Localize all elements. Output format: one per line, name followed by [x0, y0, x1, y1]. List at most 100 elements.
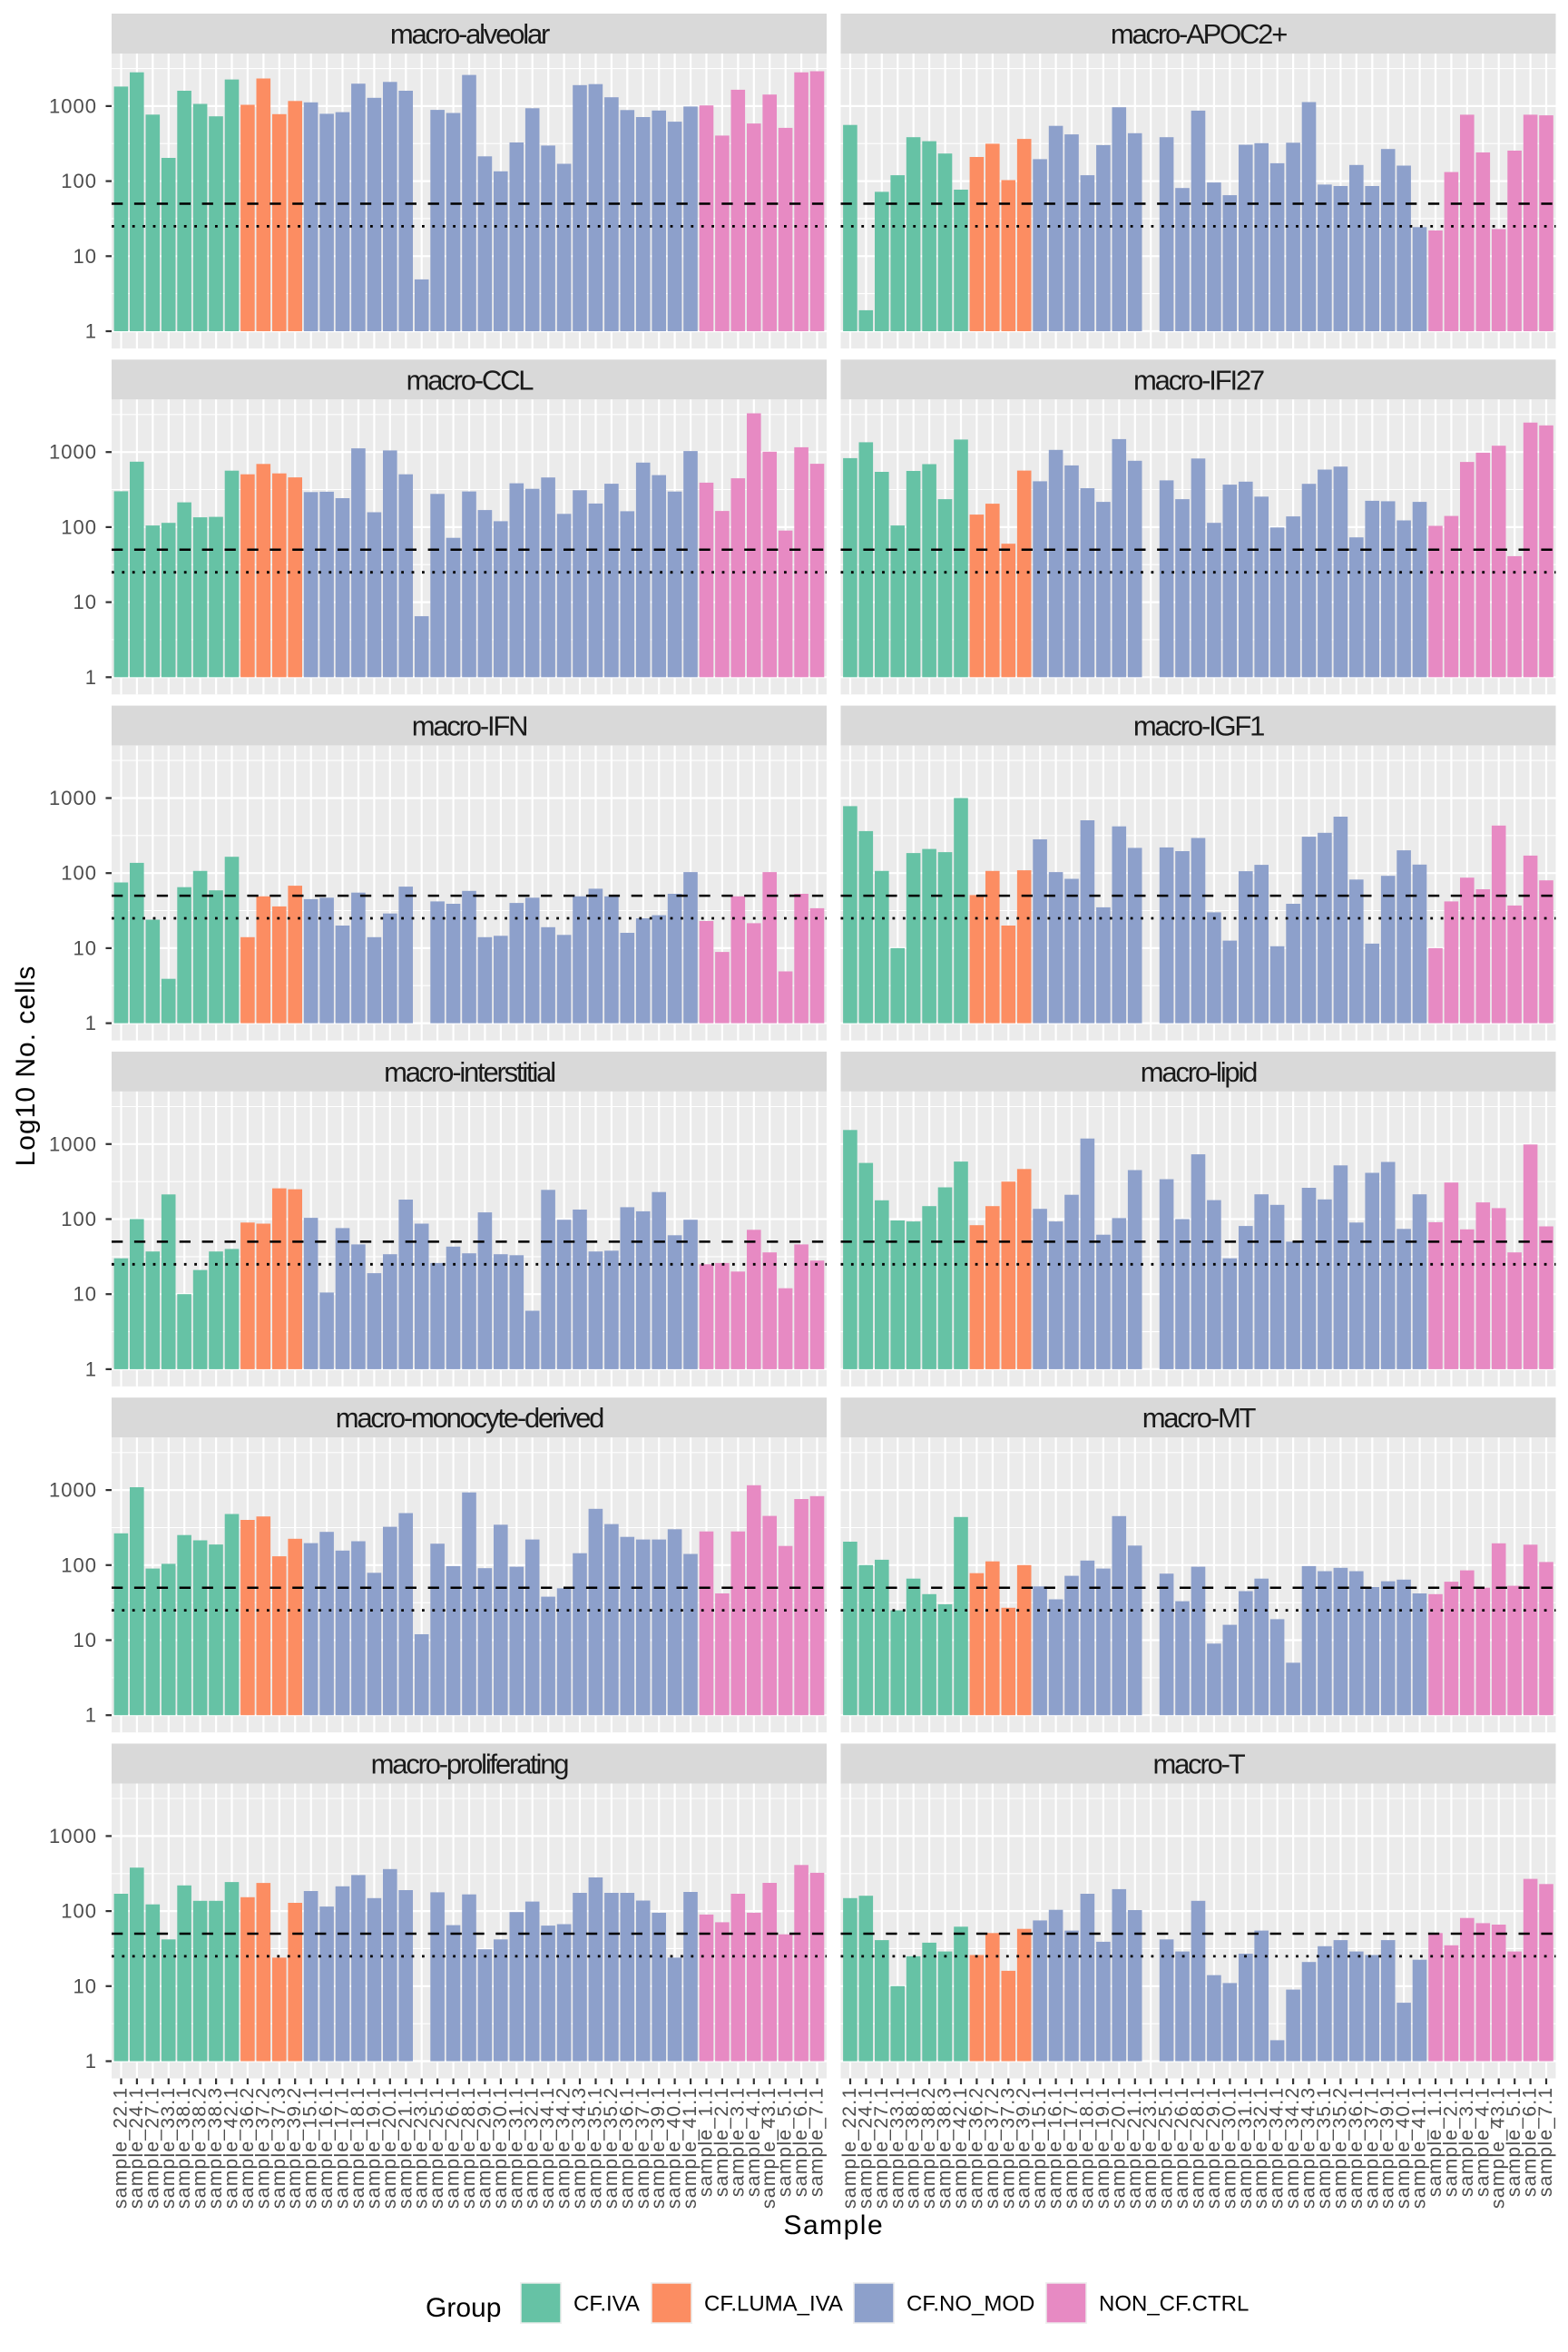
svg-text:sample_28.1: sample_28.1 — [458, 2087, 479, 2210]
svg-text:macro-lipid: macro-lipid — [1141, 1056, 1257, 1088]
svg-text:sample_42.1: sample_42.1 — [950, 2087, 971, 2210]
svg-text:sample_39.2: sample_39.2 — [284, 2087, 305, 2210]
svg-text:sample_41.1: sample_41.1 — [680, 2087, 701, 2210]
svg-text:sample_29.1: sample_29.1 — [1203, 2087, 1224, 2210]
svg-text:sample_37.2: sample_37.2 — [982, 2087, 1003, 2210]
svg-text:Sample: Sample — [783, 2210, 884, 2240]
svg-text:sample_16.1: sample_16.1 — [316, 2087, 337, 2210]
svg-text:macro-T: macro-T — [1153, 1749, 1246, 1780]
svg-text:1000: 1000 — [49, 441, 97, 464]
svg-text:sample_31.1: sample_31.1 — [505, 2087, 526, 2210]
svg-text:sample_23.1: sample_23.1 — [1140, 2087, 1161, 2210]
svg-text:1000: 1000 — [49, 1479, 97, 1502]
svg-text:sample_31.1: sample_31.1 — [1235, 2087, 1256, 2210]
svg-text:sample_25.1: sample_25.1 — [426, 2087, 447, 2210]
svg-text:sample_34.3: sample_34.3 — [1298, 2087, 1319, 2210]
svg-text:sample_37.3: sample_37.3 — [269, 2087, 289, 2210]
svg-text:1000: 1000 — [49, 787, 97, 809]
svg-text:sample_35.2: sample_35.2 — [1329, 2087, 1350, 2210]
svg-text:sample_22.1: sample_22.1 — [839, 2087, 860, 2210]
svg-text:sample_35.1: sample_35.1 — [585, 2087, 606, 2210]
svg-text:Group: Group — [426, 2293, 501, 2323]
svg-text:sample_19.1: sample_19.1 — [363, 2087, 384, 2210]
svg-text:sample_5.1: sample_5.1 — [1504, 2087, 1524, 2198]
svg-text:macro-alveolar: macro-alveolar — [390, 18, 550, 50]
svg-text:macro-interstitial: macro-interstitial — [384, 1056, 554, 1088]
svg-text:10: 10 — [74, 245, 97, 268]
svg-text:sample_34.3: sample_34.3 — [569, 2087, 590, 2210]
svg-text:sample_38.2: sample_38.2 — [190, 2087, 211, 2210]
svg-text:sample_36.1: sample_36.1 — [616, 2087, 637, 2210]
svg-text:1000: 1000 — [49, 1132, 97, 1155]
svg-text:10: 10 — [74, 936, 97, 959]
svg-text:sample_37.2: sample_37.2 — [252, 2087, 273, 2210]
svg-text:sample_33.1: sample_33.1 — [158, 2087, 179, 2210]
svg-text:sample_27.1: sample_27.1 — [142, 2087, 162, 2210]
svg-text:sample_34.2: sample_34.2 — [554, 2087, 574, 2210]
svg-text:1: 1 — [85, 1704, 97, 1727]
svg-text:1: 1 — [85, 2050, 97, 2073]
svg-text:100: 100 — [61, 1553, 97, 1576]
svg-text:sample_36.2: sample_36.2 — [237, 2087, 258, 2210]
svg-text:sample_43.1: sample_43.1 — [759, 2087, 779, 2210]
svg-text:sample_17.1: sample_17.1 — [1061, 2087, 1082, 2210]
svg-text:sample_21.1: sample_21.1 — [1124, 2087, 1145, 2210]
svg-text:sample_4.1: sample_4.1 — [743, 2087, 764, 2198]
svg-text:macro-APOC2+: macro-APOC2+ — [1111, 18, 1287, 50]
svg-text:sample_35.1: sample_35.1 — [1314, 2087, 1335, 2210]
svg-text:sample_26.1: sample_26.1 — [1171, 2087, 1192, 2210]
svg-text:sample_43.1: sample_43.1 — [1488, 2087, 1509, 2210]
svg-text:10: 10 — [74, 591, 97, 613]
svg-text:macro-IFI27: macro-IFI27 — [1133, 364, 1264, 396]
svg-text:sample_33.1: sample_33.1 — [887, 2087, 907, 2210]
svg-text:sample_36.1: sample_36.1 — [1346, 2087, 1367, 2210]
svg-text:10: 10 — [74, 1629, 97, 1651]
svg-text:sample_21.1: sample_21.1 — [395, 2087, 416, 2210]
svg-text:sample_25.1: sample_25.1 — [1156, 2087, 1177, 2210]
svg-text:1000: 1000 — [49, 1825, 97, 1847]
svg-text:sample_37.1: sample_37.1 — [1361, 2087, 1382, 2210]
svg-text:sample_34.1: sample_34.1 — [1267, 2087, 1288, 2210]
svg-text:sample_7.1: sample_7.1 — [807, 2087, 828, 2198]
svg-text:CF.NO_MOD: CF.NO_MOD — [906, 2292, 1034, 2317]
svg-text:sample_19.1: sample_19.1 — [1093, 2087, 1113, 2210]
svg-text:macro-monocyte-derived: macro-monocyte-derived — [336, 1402, 603, 1434]
svg-text:sample_40.1: sample_40.1 — [664, 2087, 685, 2210]
svg-text:100: 100 — [61, 1900, 97, 1923]
svg-text:CF.IVA: CF.IVA — [573, 2292, 640, 2317]
svg-text:sample_27.1: sample_27.1 — [871, 2087, 892, 2210]
svg-text:sample_2.1: sample_2.1 — [711, 2087, 732, 2198]
svg-text:sample_38.1: sample_38.1 — [903, 2087, 924, 2210]
svg-text:sample_39.2: sample_39.2 — [1014, 2087, 1034, 2210]
svg-text:10: 10 — [74, 1283, 97, 1306]
svg-text:1: 1 — [85, 320, 97, 343]
svg-text:sample_3.1: sample_3.1 — [1456, 2087, 1477, 2198]
svg-text:1: 1 — [85, 666, 97, 689]
svg-text:100: 100 — [61, 1208, 97, 1230]
svg-text:sample_28.1: sample_28.1 — [1188, 2087, 1209, 2210]
svg-text:sample_6.1: sample_6.1 — [790, 2087, 811, 2198]
svg-text:Log10 No. cells: Log10 No. cells — [11, 965, 41, 1167]
svg-text:sample_38.1: sample_38.1 — [173, 2087, 194, 2210]
svg-text:sample_20.1: sample_20.1 — [379, 2087, 400, 2210]
svg-text:sample_37.3: sample_37.3 — [997, 2087, 1018, 2210]
svg-text:sample_22.1: sample_22.1 — [111, 2087, 132, 2210]
svg-text:sample_30.1: sample_30.1 — [1219, 2087, 1240, 2210]
svg-text:sample_42.1: sample_42.1 — [221, 2087, 242, 2210]
svg-text:sample_2.1: sample_2.1 — [1440, 2087, 1461, 2198]
svg-text:sample_38.2: sample_38.2 — [918, 2087, 939, 2210]
svg-text:sample_36.2: sample_36.2 — [965, 2087, 986, 2210]
svg-text:sample_18.1: sample_18.1 — [1077, 2087, 1098, 2210]
svg-text:sample_24.1: sample_24.1 — [126, 2087, 147, 2210]
svg-text:macro-proliferating: macro-proliferating — [371, 1749, 569, 1780]
svg-text:sample_15.1: sample_15.1 — [300, 2087, 321, 2210]
svg-text:macro-MT: macro-MT — [1142, 1402, 1257, 1434]
svg-text:100: 100 — [61, 170, 97, 192]
svg-text:sample_4.1: sample_4.1 — [1472, 2087, 1493, 2198]
svg-text:sample_30.1: sample_30.1 — [490, 2087, 511, 2210]
svg-text:sample_5.1: sample_5.1 — [775, 2087, 796, 2198]
svg-text:sample_18.1: sample_18.1 — [348, 2087, 368, 2210]
svg-text:sample_1.1: sample_1.1 — [1425, 2087, 1446, 2198]
svg-text:sample_1.1: sample_1.1 — [696, 2087, 717, 2198]
svg-text:sample_23.1: sample_23.1 — [411, 2087, 432, 2210]
